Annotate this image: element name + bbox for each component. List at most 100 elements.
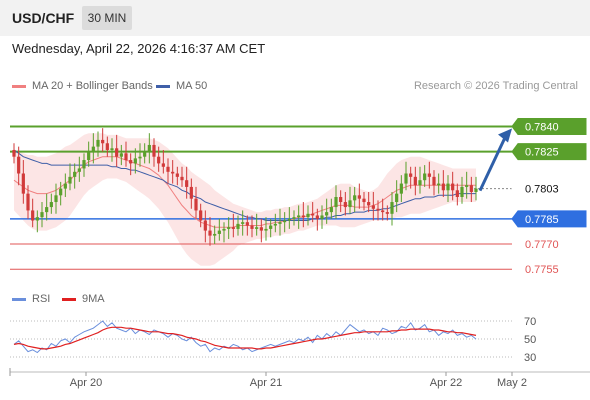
ma50-swatch-icon (156, 84, 170, 88)
level-label-3: 0.7785 (525, 214, 559, 226)
candle-body (231, 227, 235, 229)
candle-body (105, 143, 109, 150)
candle-body (189, 186, 193, 199)
candle-body (17, 156, 21, 174)
rsi-ma-line (13, 326, 477, 350)
candle-body (236, 223, 240, 229)
candle-body (465, 185, 469, 187)
timeframe-button[interactable]: 30 MIN (82, 6, 132, 30)
candle-body (404, 173, 408, 184)
candle-body (222, 228, 226, 231)
candle-body (395, 193, 399, 203)
candle-body (311, 213, 315, 216)
level-badge-3 (511, 210, 587, 228)
candle-body (371, 205, 375, 209)
candle-body (255, 227, 259, 229)
level-badge-2 (511, 180, 587, 198)
candle-body (418, 180, 422, 186)
legend-rsi-ma-label: 9MA (82, 293, 105, 305)
candle-body (87, 151, 91, 161)
rsi-tick-label-2: 30 (524, 352, 536, 364)
candle-body (143, 151, 147, 157)
candle-body (91, 146, 95, 152)
candle-body (278, 222, 282, 224)
candle-body (292, 217, 296, 219)
x-tick-label-1: Apr 21 (250, 377, 282, 389)
legend-ma50: MA 50 (156, 80, 207, 92)
candle-body (390, 202, 394, 214)
candles-group (12, 128, 478, 246)
x-tick-label-3: May 2 (497, 377, 527, 389)
candle-body (59, 188, 63, 196)
level-label-1: 0.7825 (525, 147, 559, 159)
candle-body (166, 166, 170, 172)
candle-body (362, 198, 366, 203)
legend-rsi-label: RSI (32, 293, 51, 305)
legend-ma50-label: MA 50 (176, 80, 208, 92)
candle-body (157, 156, 161, 164)
legend-ma20-label: MA 20 + Bollinger Bands (32, 80, 153, 92)
candle-body (264, 228, 268, 231)
candle-body (297, 215, 301, 218)
candle-body (199, 210, 203, 221)
candle-body (329, 207, 333, 213)
candle-body (357, 195, 361, 199)
candle-body (460, 186, 464, 197)
candle-body (96, 139, 100, 147)
candle-body (68, 176, 72, 184)
candle-body (26, 193, 30, 211)
rsi-tick-label-0: 70 (524, 316, 536, 328)
ma20-line (13, 156, 476, 228)
candle-body (119, 153, 123, 157)
candle-body (110, 148, 114, 150)
forecast-arrow-head-icon (498, 128, 512, 143)
candle-body (413, 176, 417, 186)
candle-body (82, 160, 86, 169)
candle-body (441, 183, 445, 191)
candle-body (283, 220, 287, 223)
candle-body (77, 168, 81, 172)
candle-body (194, 198, 198, 211)
candle-body (115, 148, 119, 157)
candle-body (353, 195, 357, 201)
legend-rsi-ma: 9MA (62, 293, 105, 305)
rsi-ma-swatch-icon (62, 297, 76, 301)
candle-body (241, 222, 245, 224)
candle-body (45, 207, 49, 213)
forecast-arrow-shaft (478, 134, 508, 192)
candle-body (306, 213, 310, 218)
candle-body (152, 144, 156, 157)
rsi-tick-label-1: 50 (524, 334, 536, 346)
candle-body (171, 171, 175, 174)
candle-body (49, 202, 53, 208)
candle-body (423, 173, 427, 181)
candle-body (320, 215, 324, 219)
level-label-4: 0.7770 (525, 239, 559, 251)
candle-body (31, 210, 35, 221)
candle-body (208, 230, 212, 236)
level-badge-0 (511, 117, 587, 135)
candle-body (40, 212, 44, 218)
candle-body (180, 176, 184, 181)
candle-body (301, 215, 305, 218)
ma50-line (13, 149, 476, 221)
candle-body (269, 225, 273, 229)
candle-body (325, 212, 329, 216)
candle-body (250, 225, 254, 229)
candle-body (35, 217, 39, 221)
level-label-0: 0.7840 (525, 121, 559, 133)
candle-body (138, 156, 142, 159)
candle-body (339, 197, 343, 203)
candle-body (287, 218, 291, 221)
chart-timestamp: Wednesday, April 22, 2026 4:16:37 AM CET (12, 41, 266, 56)
candle-body (161, 163, 165, 167)
candle-body (63, 183, 67, 189)
candle-body (124, 153, 128, 161)
x-tick-label-0: Apr 20 (70, 377, 102, 389)
candle-body (213, 233, 217, 236)
candle-body (385, 212, 389, 214)
candle-body (427, 173, 431, 177)
candle-body (343, 202, 347, 208)
candle-body (73, 171, 77, 177)
candle-body (455, 190, 459, 197)
